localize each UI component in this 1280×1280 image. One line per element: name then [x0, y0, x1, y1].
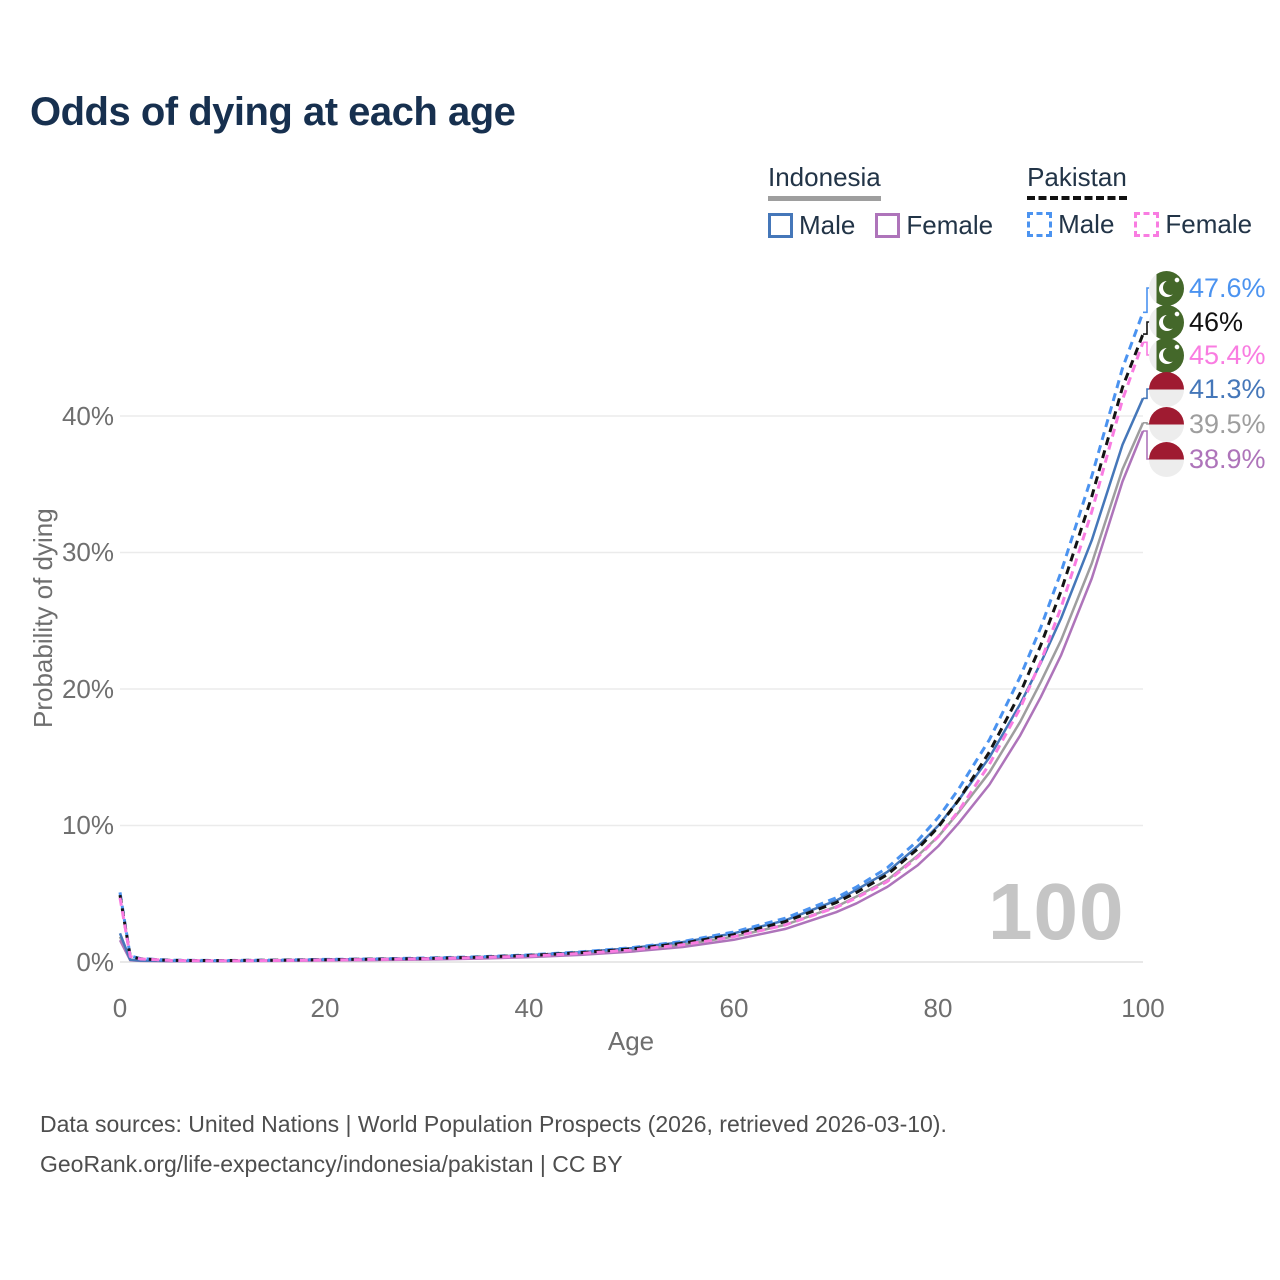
y-tick-40: 40%: [61, 401, 114, 431]
legend-items-indonesia: Male Female: [768, 210, 993, 241]
legend-items-pakistan: Male Female: [1027, 209, 1252, 240]
line-swatch-indonesia-female: [875, 213, 901, 238]
x-tick-60: 60: [719, 993, 749, 1023]
line-swatch-pakistan-male: [1027, 212, 1053, 237]
line-swatch-indonesia-male: [768, 213, 793, 238]
end-value: 45.4%: [1189, 339, 1266, 370]
pakistan-flag-icon: [1149, 304, 1184, 340]
x-tick-40: 40: [514, 993, 544, 1023]
series-line-pakistan: [118, 333, 1145, 963]
legend-group-indonesia: Indonesia Male Female: [768, 162, 993, 241]
series-line-pakistan-female: [118, 341, 1145, 963]
pakistan-flag-icon: [1149, 270, 1184, 306]
legend-label: Female: [906, 210, 994, 240]
end-value: 47.6%: [1189, 272, 1266, 303]
end-value: 46%: [1189, 306, 1244, 337]
legend-group-pakistan: Pakistan Male Female: [1027, 162, 1252, 241]
y-tick-20: 20%: [61, 674, 114, 704]
legend-label: Female: [1165, 209, 1253, 239]
end-label-pakistan-female: 45.4%: [1149, 337, 1266, 373]
end-label-pakistan-both: 46%: [1149, 304, 1243, 340]
end-value: 39.5%: [1189, 408, 1266, 439]
end-value: 41.3%: [1189, 373, 1266, 404]
attribution-line: GeoRank.org/life-expectancy/indonesia/pa…: [40, 1151, 623, 1177]
page-title: Odds of dying at each age: [30, 90, 516, 134]
legend-label: Male: [1058, 209, 1115, 239]
series-line-pakistan-male: [118, 311, 1145, 962]
y-axis-title: Probability of dying: [28, 508, 58, 728]
end-label-indonesia-female: 38.9%: [1149, 441, 1266, 477]
end-label-indonesia-male: 41.3%: [1149, 371, 1266, 407]
y-tick-10: 10%: [61, 810, 114, 840]
indonesia-flag-icon: [1149, 441, 1184, 477]
legend-item-indonesia-male[interactable]: Male: [768, 210, 855, 241]
end-label-pakistan-male: 47.6%: [1149, 270, 1266, 306]
data-sources-line: Data sources: United Nations | World Pop…: [40, 1111, 947, 1137]
y-tick-0: 0%: [76, 947, 114, 977]
age-counter-watermark: 100: [988, 867, 1125, 956]
x-tick-100: 100: [1121, 993, 1165, 1023]
line-swatch-pakistan-female: [1134, 212, 1160, 237]
x-axis-title: Age: [607, 1026, 655, 1056]
x-tick-80: 80: [923, 993, 953, 1023]
legend: Indonesia Male Female Pakistan Male Fema…: [768, 162, 1252, 241]
pakistan-flag-icon: [1149, 337, 1184, 373]
indonesia-flag-icon: [1149, 406, 1184, 442]
y-tick-30: 30%: [61, 537, 114, 567]
footer: Data sources: United Nations | World Pop…: [40, 1104, 947, 1184]
end-label-indonesia-both: 39.5%: [1149, 406, 1266, 442]
legend-label: Male: [799, 210, 856, 240]
x-tick-0: 0: [112, 993, 128, 1023]
legend-country-indonesia[interactable]: Indonesia: [768, 162, 881, 201]
x-tick-20: 20: [310, 993, 340, 1023]
legend-country-pakistan[interactable]: Pakistan: [1027, 162, 1127, 200]
indonesia-flag-icon: [1149, 371, 1184, 407]
legend-item-indonesia-female[interactable]: Female: [875, 210, 993, 241]
legend-item-pakistan-male[interactable]: Male: [1027, 209, 1114, 240]
end-value: 38.9%: [1189, 443, 1266, 474]
legend-item-pakistan-female[interactable]: Female: [1134, 209, 1252, 240]
